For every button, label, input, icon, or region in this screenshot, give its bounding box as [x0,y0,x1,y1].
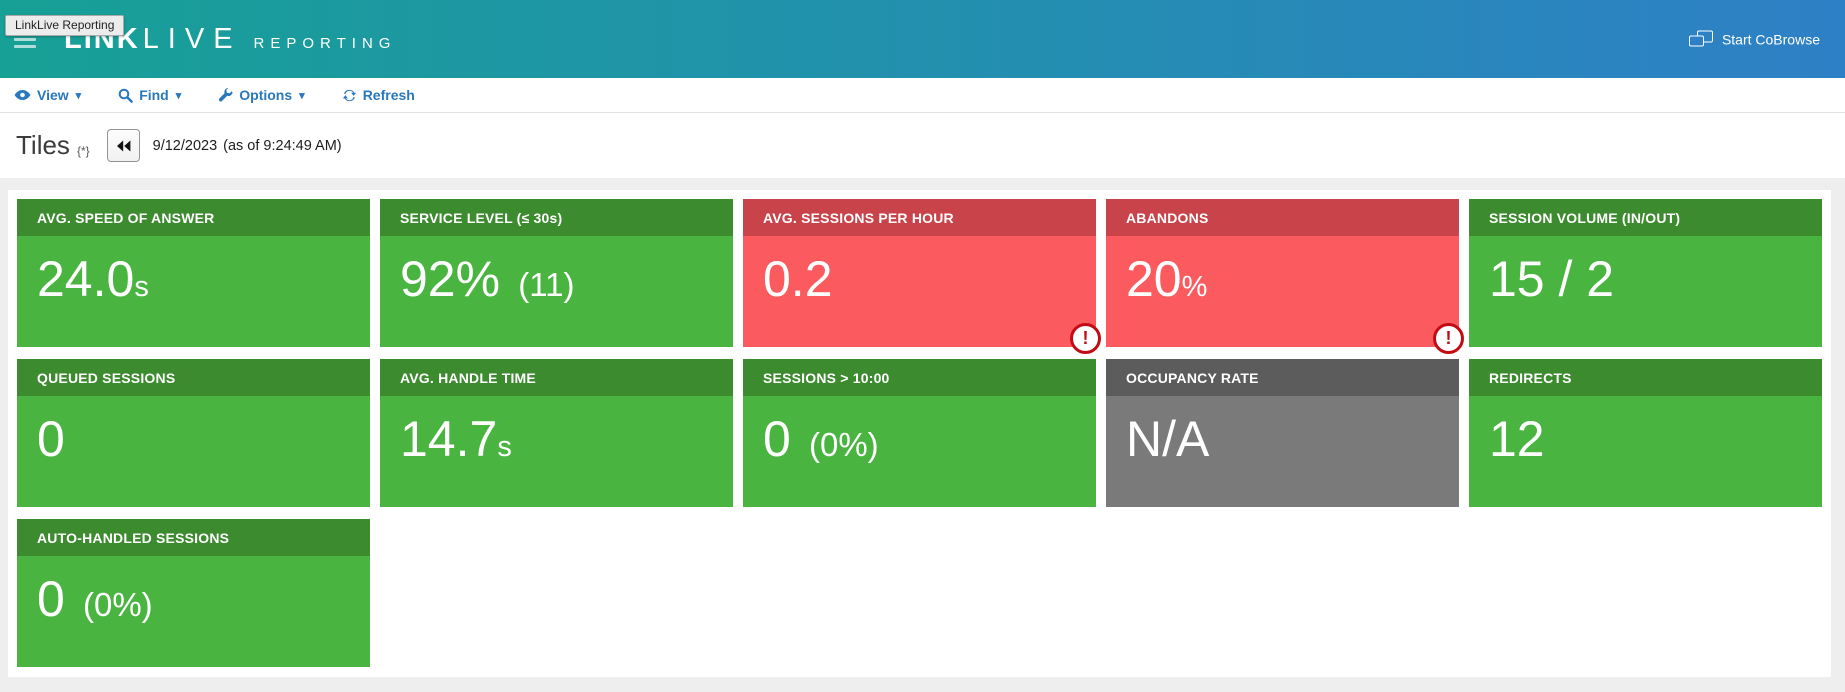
tile-value: 14.7 [400,411,498,467]
metric-tile[interactable]: OCCUPANCY RATE N/A [1106,359,1459,507]
tile-body: 12 [1469,396,1822,507]
metric-tile[interactable]: SERVICE LEVEL (≤ 30s) 92% (11) [380,199,733,347]
metric-tile[interactable]: QUEUED SESSIONS 0 [17,359,370,507]
tiles-grid: AVG. SPEED OF ANSWER 24.0s SERVICE LEVEL… [17,199,1822,667]
tile-body: 20% [1106,236,1459,347]
view-menu-button[interactable]: View ▾ [14,87,81,103]
eye-icon [14,90,31,100]
title-badge: {*} [76,143,90,158]
tiles-card: AVG. SPEED OF ANSWER 24.0s SERVICE LEVEL… [8,190,1831,677]
page-title: Tiles [16,130,70,160]
logo-text-live: LIVE [142,22,242,55]
metric-tile[interactable]: AVG. SPEED OF ANSWER 24.0s [17,199,370,347]
metric-tile[interactable]: SESSION VOLUME (IN/OUT) 15 / 2 [1469,199,1822,347]
tile-value-suffix: s [134,271,149,303]
refresh-icon [342,89,356,101]
hamburger-icon [14,45,36,48]
metric-tile[interactable]: AVG. HANDLE TIME 14.7s [380,359,733,507]
tile-value-suffix: s [497,431,512,463]
tile-title: REDIRECTS [1469,359,1822,396]
view-menu-label: View [37,87,69,103]
tile-value-suffix: % [1181,271,1208,303]
tile-value: 12 [1489,411,1545,467]
tile-value: 92% [400,251,501,307]
tile-body: 0.2 [743,236,1096,347]
rewind-icon [116,140,131,151]
wrench-icon [219,87,233,101]
tile-value: 0 [763,411,791,467]
search-icon [118,88,133,103]
tile-title: AUTO-HANDLED SESSIONS [17,519,370,556]
page-title-bar: Tiles {*} 9/12/2023 (as of 9:24:49 AM) [0,113,1845,178]
metric-tile[interactable]: SESSIONS > 10:00 0 (0%) [743,359,1096,507]
alert-icon[interactable]: ! [1433,323,1464,354]
linklive-reporting-tooltip: LinkLive Reporting [5,15,125,36]
alert-icon[interactable]: ! [1070,323,1101,354]
start-cobrowse-label: Start CoBrowse [1721,31,1820,47]
options-menu-button[interactable]: Options ▾ [218,87,305,103]
tile-title: AVG. HANDLE TIME [380,359,733,396]
cobrowse-screens-icon [1688,30,1713,48]
report-date: 9/12/2023 [152,137,218,154]
options-menu-label: Options [239,87,293,103]
logo-text-reporting: REPORTING [253,34,397,52]
refresh-button[interactable]: Refresh [342,87,415,103]
as-of-timestamp: (as of 9:24:49 AM) [223,137,342,154]
tile-body: 24.0s [17,236,370,347]
tile-value: 0 [37,571,65,627]
tile-value: 15 / 2 [1489,251,1615,307]
app-header: LinkLive Reporting LINK LIVE REPORTING S… [0,0,1845,78]
tile-value: 0 [37,411,65,467]
menu-toolbar: View ▾ Find ▾ Options ▾ Refresh [0,78,1845,113]
tile-value: 0.2 [763,251,833,307]
tile-body: N/A [1106,396,1459,507]
chevron-down-icon: ▾ [175,89,182,102]
start-cobrowse-button[interactable]: Start CoBrowse [1688,30,1820,48]
tile-title: AVG. SESSIONS PER HOUR [743,199,1096,236]
tile-value: 20 [1126,251,1182,307]
chevron-down-icon: ▾ [299,89,305,102]
find-menu-button[interactable]: Find ▾ [118,87,181,103]
tile-title: AVG. SPEED OF ANSWER [17,199,370,236]
tile-body: 0 (0%) [17,556,370,667]
metric-tile[interactable]: AUTO-HANDLED SESSIONS 0 (0%) [17,519,370,667]
tile-body: 0 (0%) [743,396,1096,507]
tile-body: 14.7s [380,396,733,507]
tile-title: SERVICE LEVEL (≤ 30s) [380,199,733,236]
find-menu-label: Find [139,87,169,103]
tile-value: 24.0 [37,251,135,307]
tile-value: N/A [1126,411,1210,467]
refresh-label: Refresh [362,87,415,103]
tile-title: SESSION VOLUME (IN/OUT) [1469,199,1822,236]
tile-value-extra: (0%) [799,426,879,463]
metric-tile[interactable]: AVG. SESSIONS PER HOUR 0.2 ! [743,199,1101,354]
tile-body: 15 / 2 [1469,236,1822,347]
metric-tile[interactable]: REDIRECTS 12 [1469,359,1822,507]
date-back-button[interactable] [106,129,140,162]
tile-value-extra: (11) [509,266,575,303]
chevron-down-icon: ▾ [75,89,82,102]
tile-title: ABANDONS [1106,199,1459,236]
tile-title: QUEUED SESSIONS [17,359,370,396]
hamburger-icon [14,38,36,41]
tile-body: 92% (11) [380,236,733,347]
tile-title: SESSIONS > 10:00 [743,359,1096,396]
tile-value-extra: (0%) [73,586,153,623]
tile-body: 0 [17,396,370,507]
tile-title: OCCUPANCY RATE [1106,359,1459,396]
metric-tile[interactable]: ABANDONS 20% ! [1106,199,1464,354]
